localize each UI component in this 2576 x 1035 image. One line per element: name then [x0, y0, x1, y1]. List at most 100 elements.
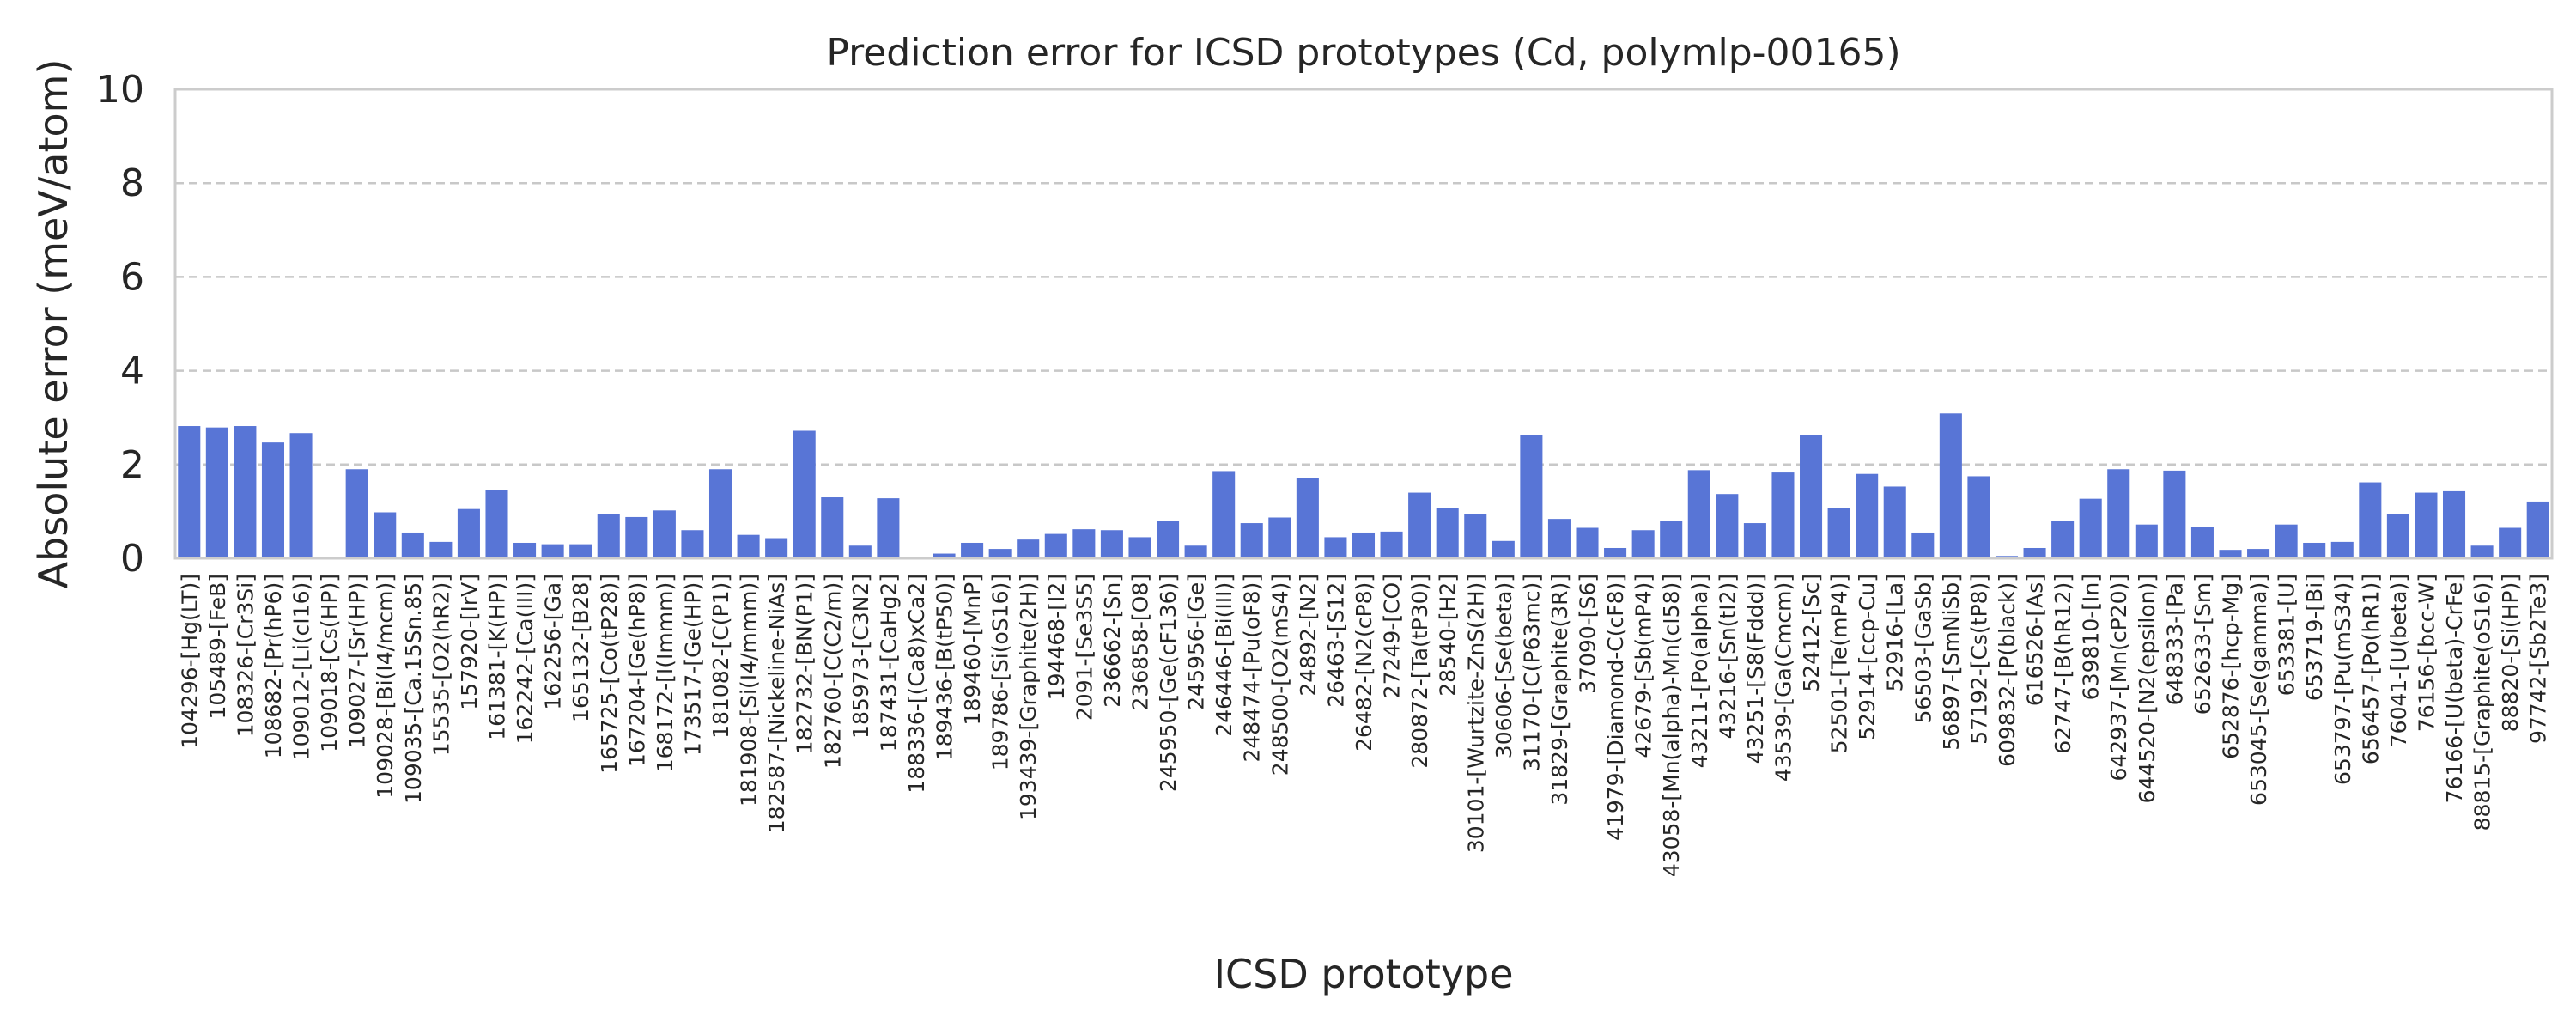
x-tick-label: 653719-[Bi] — [2302, 574, 2327, 701]
x-tick-label: 43216-[Sn(tI2)] — [1715, 574, 1740, 739]
y-tick-label: 10 — [96, 68, 144, 112]
x-tick-label: 653045-[Se(gamma)] — [2246, 574, 2271, 806]
bar — [2330, 541, 2354, 558]
x-tick-label: 248474-[Pu(oF8)] — [1240, 574, 1265, 763]
bar — [821, 497, 844, 558]
bar — [848, 545, 872, 558]
x-tick-label: 26463-[S12] — [1323, 574, 1348, 708]
x-tick-label: 182760-[C(C2/m)] — [820, 574, 845, 769]
x-tick-label: 31170-[C(P63mc)] — [1519, 574, 1544, 771]
bar — [708, 469, 732, 558]
x-tick-label: 639810-[In] — [2079, 574, 2104, 700]
x-tick-label: 162256-[Ga] — [541, 574, 566, 710]
bar — [765, 538, 788, 558]
x-tick-label: 280872-[Ta(tP30)] — [1407, 574, 1432, 769]
bar — [1660, 521, 1683, 558]
bar — [1352, 532, 1376, 558]
x-tick-label: 109027-[Sr(HP)] — [345, 574, 370, 749]
x-tick-label: 109018-[Cs(HP)] — [317, 574, 342, 752]
x-tick-label: 43058-[Mn(alpha)-Mn(cI58)] — [1659, 574, 1684, 877]
x-tick-label: 182587-[Nickeline-NiAs] — [764, 574, 789, 833]
bar — [1100, 530, 1123, 558]
x-tick-label: 109028-[Bi(I4/mcm)] — [373, 574, 398, 799]
bar — [2359, 482, 2382, 558]
x-tick-label: 76156-[bcc-W] — [2414, 574, 2439, 732]
bar — [2163, 470, 2186, 558]
x-tick-label: 108682-[Pr(hP6)] — [261, 574, 286, 758]
bar — [1911, 532, 1935, 558]
bar — [933, 553, 956, 558]
x-tick-label: 41979-[Diamond-C(cF8)] — [1603, 574, 1628, 841]
bar — [1212, 471, 1236, 558]
bar — [1547, 519, 1571, 558]
x-tick-label: 104296-[Hg(LT)] — [177, 574, 202, 749]
bar — [2190, 527, 2214, 558]
bar — [1827, 508, 1850, 558]
x-tick-label: 653797-[Pu(mS34)] — [2330, 574, 2355, 785]
x-tick-label: 245950-[Ge(cF136)] — [1156, 574, 1181, 792]
bar — [1743, 523, 1766, 558]
bar — [1324, 537, 1347, 558]
bar — [625, 516, 648, 558]
x-tick-label: 644520-[N2(epsilon)] — [2135, 574, 2160, 803]
x-tick-label: 76166-[U(beta)-CrFe] — [2442, 574, 2467, 803]
bar — [2079, 498, 2102, 558]
x-tick-label: 30101-[Wurtzite-ZnS(2H)] — [1463, 574, 1488, 853]
bar — [261, 442, 285, 558]
x-tick-label: 31829-[Graphite(3R)] — [1547, 574, 1572, 806]
bar — [1072, 529, 1096, 558]
bar — [1492, 540, 1515, 558]
x-tick-label: 189460-[MnP] — [960, 574, 985, 725]
bar — [234, 426, 257, 558]
x-tick-label: 648333-[Pa] — [2162, 574, 2187, 705]
bar — [877, 498, 900, 558]
bar — [1716, 494, 1739, 558]
bar — [2303, 542, 2326, 558]
x-tick-label: 194468-[I2] — [1044, 574, 1069, 700]
bar — [289, 433, 313, 558]
bar — [737, 534, 760, 558]
x-tick-label: 245956-[Ge] — [1184, 574, 1209, 710]
y-tick-label: 0 — [120, 537, 144, 581]
bar — [1296, 478, 1319, 558]
y-tick-labels: 0 2 4 6 8 10 — [96, 68, 144, 581]
x-tick-label: 173517-[Ge(HP)] — [680, 574, 705, 756]
bar — [2023, 547, 2046, 558]
x-tick-label: 109012-[Li(cI16)] — [289, 574, 314, 760]
bars — [178, 413, 2549, 558]
x-tick-label: 189786-[Si(oS16)] — [988, 574, 1013, 770]
x-tick-label: 62747-[B(hR12)] — [2050, 574, 2075, 754]
bar — [457, 508, 480, 558]
bar — [681, 530, 704, 558]
y-axis-title: Absolute error (meV/atom) — [30, 59, 76, 589]
bar — [2107, 469, 2130, 558]
bar — [793, 430, 816, 558]
bar — [429, 541, 453, 558]
bar — [2499, 527, 2522, 558]
bar — [1520, 435, 1543, 558]
bar — [2470, 545, 2494, 558]
x-tick-label: 161381-[K(HP)] — [484, 574, 509, 740]
x-tick-label: 248500-[O2(mS4)] — [1267, 574, 1292, 776]
x-tick-label: 43539-[Ga(Cmcm)] — [1771, 574, 1795, 782]
bar — [569, 544, 592, 558]
bar — [1856, 473, 1879, 558]
x-tick-label: 162242-[Ca(III)] — [513, 574, 538, 744]
bar — [1157, 521, 1180, 558]
bar — [2051, 521, 2075, 558]
x-tick-label: 76041-[U(beta)] — [2386, 574, 2411, 747]
bar — [401, 532, 424, 558]
bar — [2219, 550, 2242, 558]
bar — [988, 549, 1012, 558]
bar — [513, 542, 537, 558]
x-tick-label: 108326-[Cr3Si] — [233, 574, 258, 737]
x-tick-label: 656457-[Po(hR1)] — [2358, 574, 2383, 764]
bar — [374, 512, 397, 558]
x-tick-label: 88820-[Si(HP)] — [2498, 574, 2523, 732]
y-tick-label: 4 — [120, 350, 144, 393]
bar — [2526, 501, 2549, 558]
bar — [653, 510, 676, 558]
bar — [1576, 527, 1599, 558]
